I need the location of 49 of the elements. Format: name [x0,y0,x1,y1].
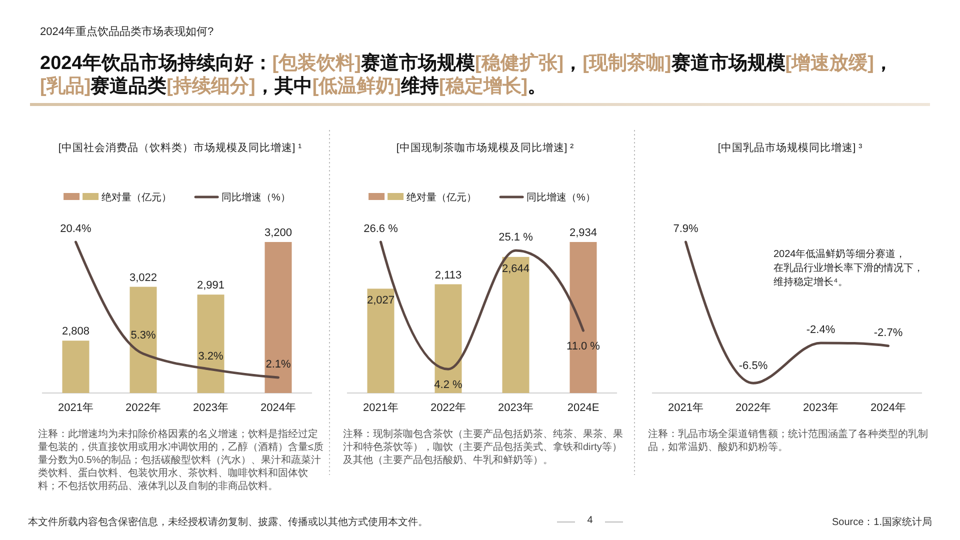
text: 注释：此增速均为未扣除价格因素的名义增速；饮料是指经过定量包装的，供直接饮用或用水冲调饮用的，乙醇（酒精）含量≤质量分数为0.5%的制品；包括碳酸型饮料（汽水）、果汁和蔬菜汁类饮料、蛋白饮料、包装饮用水、茶饮料、咖啡饮料和固体饮料；不包括饮用药品、液体乳以及自制的非商品饮料。 [38,428,324,493]
bar [367,288,394,393]
data-label: 2,808 [62,326,90,338]
data-label: -2.7% [874,326,903,339]
text: 本文件所载内容包含保密信息，未经授权请勿复制、披露、传播或以其他方式使用本文件。 [28,516,428,529]
data-label: 25.1 % [498,232,534,244]
data-label: 2,991 [196,280,225,292]
x-tick-label: 2021年 [363,402,398,414]
text: 注释：现制茶咖包含茶饮（主要产品包括奶茶、纯茶、果茶、果汁和特色茶饮等），咖饮（主要产品包括美式、拿铁和dirty等）及其他（主要产品包括酸奶、牛乳和鲜奶等）。 [343,428,624,467]
chart-title: [中国社会消费品（饮料类）市场规模及同比增速] ¹ [57,141,303,155]
data-label: 2.1% [266,358,291,370]
x-tick-label: 2021年 [58,402,94,414]
x-tick-label: 2023年 [498,402,534,414]
x-tick-label: 2022年 [126,402,161,414]
data-label: 26.6 % [364,223,398,235]
x-tick-label: 2023年 [803,402,838,414]
x-tick-label: 2024E [567,402,600,414]
text: 注释：乳品市场全渠道销售额；统计范围涵盖了各种类型的乳制品，如常温奶、酸奶和奶粉等。 [648,428,929,454]
data-label: 3,200 [264,227,292,239]
legend-label: 同比增速（%） [222,192,290,204]
bar [434,284,462,393]
data-label: 2,027 [366,294,395,307]
legend-label: 同比增速（%） [526,192,596,204]
chart-title: [中国现制茶咖市场规模及同比增速] ² [395,141,575,155]
data-label: 3,022 [129,272,158,284]
source-note: Source：1.国家统计局 [832,516,932,529]
data-label: -6.5% [738,360,768,372]
x-tick-label: 2023年 [193,402,228,414]
data-label: -2.4% [806,324,836,336]
data-label: 3.2% [198,350,224,362]
data-label: 2,644 [502,262,530,275]
x-tick-label: 2021年 [668,402,704,414]
legend-label: 绝对量（亿元） [102,192,172,204]
x-tick-label: 2022年 [736,402,771,414]
data-label: 2,113 [434,269,462,282]
data-label: 5.3% [130,330,156,342]
chart-title: 2024年饮品市场持续向好：[包装饮料]赛道市场规模[稳健扩张]，[现制茶咖]赛道市场规模[增速放缓]，[乳品]赛道品类[持续细分]，其中[低温鲜奶]维持[稳定增长]。 [40,53,893,97]
x-tick-label: 2024年 [870,402,906,414]
data-label: 2,934 [569,227,598,239]
data-label: 20.4% [60,223,92,235]
x-tick-label: 2024年 [260,402,296,414]
legend-label: 绝对量（亿元） [406,192,477,204]
annotation: 2024年低温鲜奶等细分赛道，在乳品行业增长率下滑的情况下，维持稳定增长⁴。 [774,248,924,290]
data-label: 7.9% [673,223,698,235]
text: 4 [587,515,593,526]
text: 2024年重点饮品品类市场表现如何? [40,24,214,39]
bar [502,256,530,393]
chart-title: [中国乳品市场规模同比增速] ³ [716,141,864,155]
x-tick-label: 2022年 [430,402,466,414]
